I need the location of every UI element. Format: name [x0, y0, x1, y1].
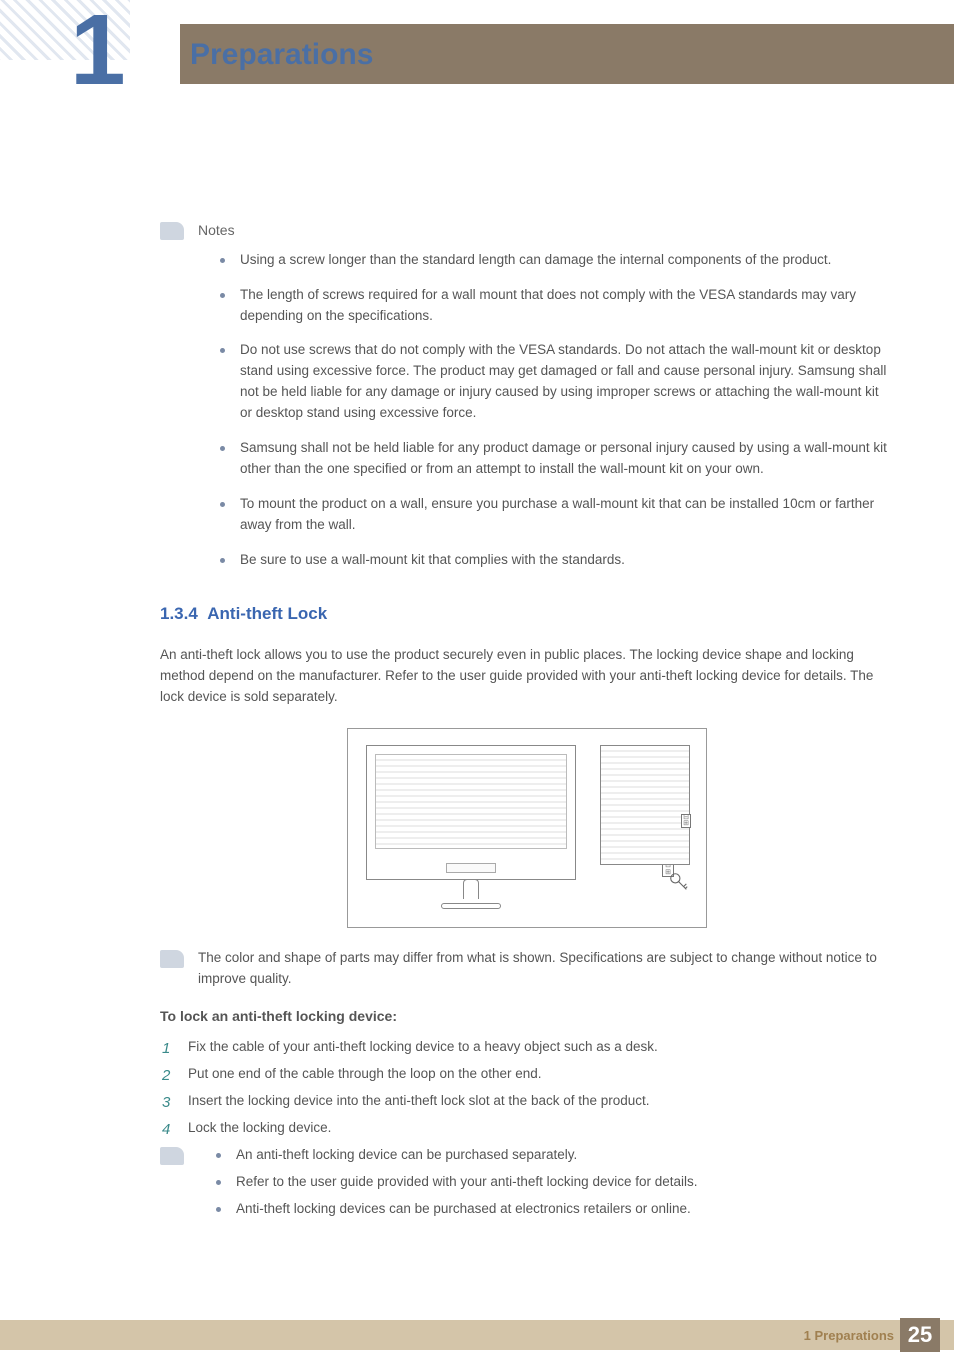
note-icon: [160, 950, 184, 968]
lock-slot-icon: ⊟⊞: [681, 814, 691, 828]
step-item: Lock the locking device.: [162, 1118, 894, 1139]
note-item: Samsung shall not be held liable for any…: [220, 438, 894, 480]
extra-notes: An anti-theft locking device can be purc…: [198, 1145, 894, 1226]
lock-procedure-heading: To lock an anti-theft locking device:: [160, 1006, 894, 1028]
extra-item: Refer to the user guide provided with yo…: [216, 1172, 894, 1193]
lock-steps: Fix the cable of your anti-theft locking…: [162, 1037, 894, 1139]
key-icon: [668, 871, 690, 893]
page-content: Notes Using a screw longer than the stan…: [160, 220, 894, 1226]
chapter-title: Preparations: [190, 32, 373, 79]
note-item: The length of screws required for a wall…: [220, 285, 894, 327]
chapter-number: 1: [70, 0, 126, 100]
section-intro: An anti-theft lock allows you to use the…: [160, 645, 894, 708]
page-footer: 1 Preparations 25: [0, 1320, 954, 1350]
note-item: To mount the product on a wall, ensure y…: [220, 494, 894, 536]
step-item: Put one end of the cable through the loo…: [162, 1064, 894, 1085]
section-number: 1.3.4: [160, 604, 198, 623]
monitor-front: [366, 745, 576, 880]
step-item: Fix the cable of your anti-theft locking…: [162, 1037, 894, 1058]
lock-diagram: ⊟⊞ ⊟⊞: [347, 728, 707, 928]
extra-item: Anti-theft locking devices can be purcha…: [216, 1199, 894, 1220]
note-item: Be sure to use a wall-mount kit that com…: [220, 550, 894, 571]
footer-label: 1 Preparations: [804, 1326, 894, 1346]
section-heading: 1.3.4 Anti-theft Lock: [160, 601, 894, 627]
note-icon: [160, 222, 184, 240]
note-item: Do not use screws that do not comply wit…: [220, 340, 894, 424]
monitor-back: ⊟⊞: [600, 745, 690, 865]
notes-label: Notes: [198, 220, 235, 242]
note-icon: [160, 1147, 184, 1165]
note-item: Using a screw longer than the standard l…: [220, 250, 894, 271]
notes-list: Using a screw longer than the standard l…: [220, 250, 894, 571]
monitor-stand: [441, 881, 501, 909]
extra-item: An anti-theft locking device can be purc…: [216, 1145, 894, 1166]
page-number: 25: [900, 1318, 940, 1352]
spec-note: The color and shape of parts may differ …: [198, 948, 894, 990]
step-item: Insert the locking device into the anti-…: [162, 1091, 894, 1112]
section-title: Anti-theft Lock: [207, 604, 327, 623]
